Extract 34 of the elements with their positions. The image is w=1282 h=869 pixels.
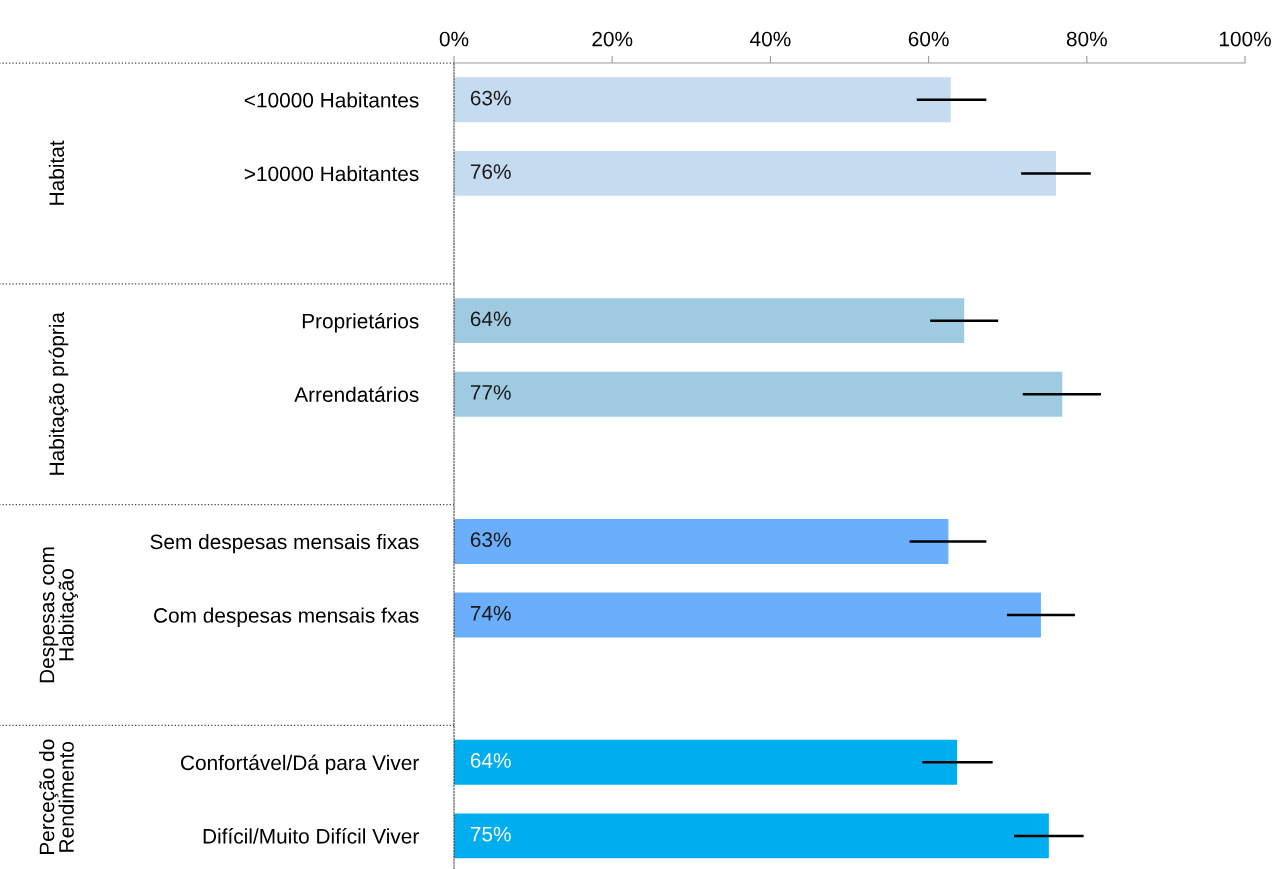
bar xyxy=(454,298,965,344)
x-tick-label: 100% xyxy=(1219,31,1271,47)
data-label: 75% xyxy=(470,826,511,842)
x-tick-label: 0% xyxy=(439,31,469,47)
text: Habitat xyxy=(48,140,65,205)
y-tick-label: Confortável/Dá para Viver xyxy=(181,754,419,775)
bar xyxy=(454,592,1041,638)
data-label: 64% xyxy=(470,311,511,327)
data-label: 76% xyxy=(470,164,511,179)
bar xyxy=(454,813,1049,859)
bar xyxy=(454,519,949,564)
x-tick-label: 20% xyxy=(592,31,633,47)
bar xyxy=(454,77,951,123)
text: Perceção do Rendimento xyxy=(39,739,74,855)
text: Habitação própria xyxy=(48,312,69,475)
x-tick-label: 40% xyxy=(750,31,791,47)
x-tick-label: 80% xyxy=(1066,31,1107,47)
text: Despesas com Habitação xyxy=(39,547,78,683)
y-tick-label: >10000 Habitantes xyxy=(244,165,419,182)
data-label: 64% xyxy=(470,753,511,768)
data-label: 63% xyxy=(470,532,511,548)
data-label: 63% xyxy=(470,90,511,106)
y-tick-label: Proprietários xyxy=(302,312,419,333)
y-tick-label: Difícil/Muito Difícil Viver xyxy=(203,828,419,844)
bar xyxy=(454,739,958,785)
y-tick-label: Com despesas mensais fxas xyxy=(154,607,419,627)
y-tick-label: Arrendatários xyxy=(294,386,419,402)
bar xyxy=(454,371,1063,417)
data-label: 74% xyxy=(470,605,511,621)
x-tick-label: 60% xyxy=(908,31,949,47)
bar xyxy=(454,150,1056,196)
y-tick-label: Sem despesas mensais fixas xyxy=(150,533,419,554)
y-tick-label: <10000 Habitantes xyxy=(244,92,419,108)
data-label: 77% xyxy=(470,385,511,400)
